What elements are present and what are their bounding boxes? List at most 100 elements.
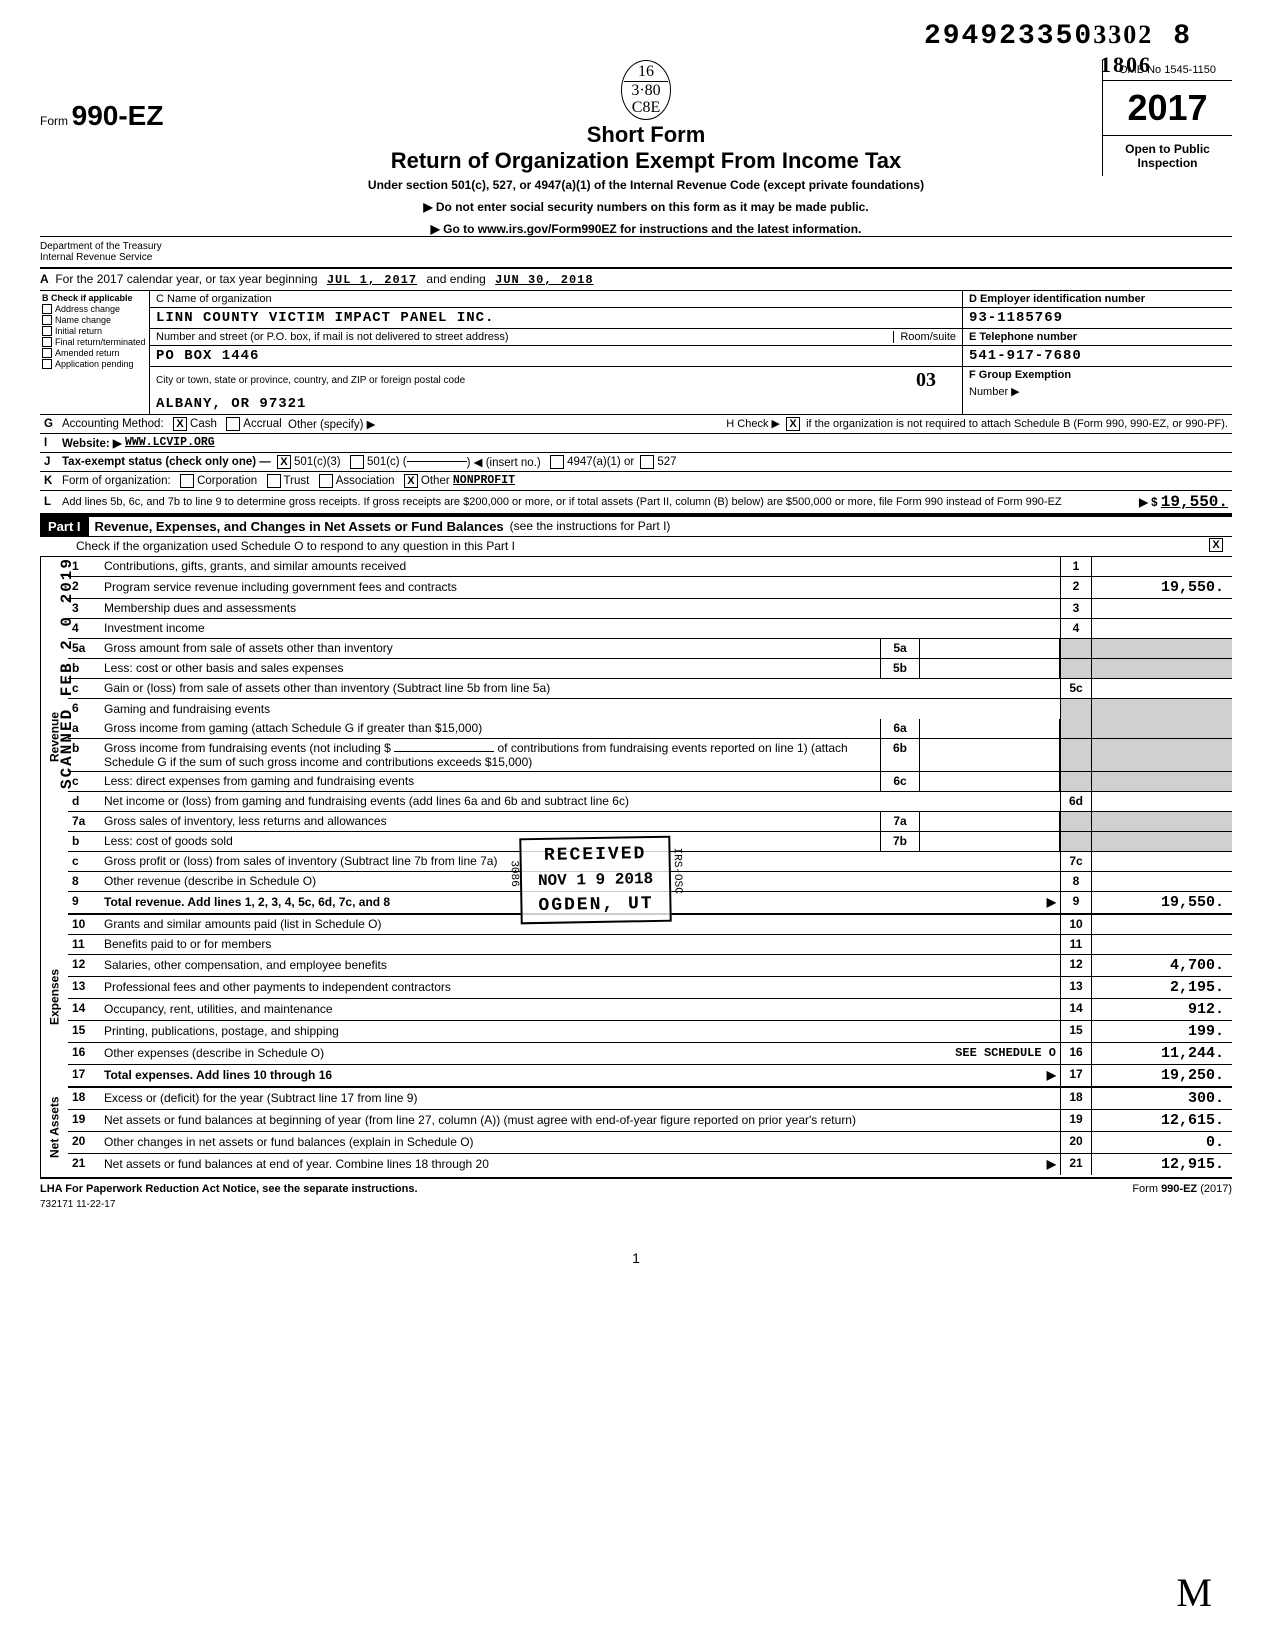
- rv7b-shade: [1092, 832, 1232, 851]
- d9: Total revenue. Add lines 1, 2, 3, 4, 5c,…: [104, 895, 390, 909]
- col-c: C Name of organization LINN COUNTY VICTI…: [150, 291, 962, 414]
- n6a: a: [68, 719, 100, 738]
- d3: Membership dues and assessments: [100, 599, 1060, 618]
- f-label: F Group Exemption: [969, 369, 1071, 381]
- part1-check-text: Check if the organization used Schedule …: [72, 537, 1200, 556]
- org-addr: PO BOX 1446: [156, 348, 259, 364]
- footer: LHA For Paperwork Reduction Act Notice, …: [40, 1183, 1232, 1195]
- mn6a: 6a: [880, 719, 920, 738]
- chk-501c3[interactable]: X: [277, 455, 291, 469]
- d12: Salaries, other compensation, and employ…: [100, 955, 1060, 976]
- hand-mid: 3·80: [624, 81, 668, 100]
- footer-code: 732171 11-22-17: [40, 1199, 1232, 1210]
- rv5b-shade: [1092, 659, 1232, 678]
- mn7a: 7a: [880, 812, 920, 831]
- v8: [1092, 872, 1232, 891]
- g-label: Accounting Method:: [62, 418, 164, 430]
- n21: 21: [68, 1154, 100, 1175]
- v18: 300.: [1092, 1088, 1232, 1109]
- d15: Printing, publications, postage, and shi…: [100, 1021, 1060, 1042]
- g-cash: Cash: [190, 418, 217, 430]
- v5c: [1092, 679, 1232, 698]
- chk-h[interactable]: X: [786, 417, 800, 431]
- mn5b: 5b: [880, 659, 920, 678]
- n6c: c: [68, 772, 100, 791]
- chk-name[interactable]: [42, 315, 52, 325]
- rn1: 1: [1060, 557, 1092, 576]
- form-label-box: Form 990-EZ: [40, 60, 190, 132]
- rn15: 15: [1060, 1021, 1092, 1042]
- chk-trust[interactable]: [267, 474, 281, 488]
- section-b: B Check if applicable Address change Nam…: [40, 291, 1232, 415]
- top-code-hand: 3302: [1093, 20, 1153, 49]
- mv7b: [920, 832, 1060, 851]
- l-val: 19,550.: [1161, 493, 1228, 511]
- chk-amended[interactable]: [42, 348, 52, 358]
- v20: 0.: [1092, 1132, 1232, 1153]
- k-other-val: NONPROFIT: [453, 474, 515, 487]
- org-city: ALBANY, OR 97321: [156, 396, 306, 412]
- stamp-location: OGDEN, UT: [538, 894, 654, 916]
- rv6a-shade: [1092, 719, 1232, 738]
- d5a: Gross amount from sale of assets other t…: [100, 639, 880, 658]
- d16: Other expenses (describe in Schedule O): [104, 1046, 324, 1060]
- chk-initial[interactable]: [42, 326, 52, 336]
- n5c: c: [68, 679, 100, 698]
- d1: Contributions, gifts, grants, and simila…: [100, 557, 1060, 576]
- e-label: E Telephone number: [969, 331, 1077, 343]
- c-label: C Name of organization: [156, 293, 272, 305]
- chk-assoc[interactable]: [319, 474, 333, 488]
- row-k: KForm of organization: Corporation Trust…: [40, 472, 1232, 491]
- n1: 1: [68, 557, 100, 576]
- chk-final[interactable]: [42, 337, 52, 347]
- chk-part1[interactable]: X: [1209, 538, 1223, 552]
- mv5b: [920, 659, 1060, 678]
- chk-address[interactable]: [42, 304, 52, 314]
- rn8: 8: [1060, 872, 1092, 891]
- chk-accrual[interactable]: [226, 417, 240, 431]
- n6d: d: [68, 792, 100, 811]
- lbl-final: Final return/terminated: [55, 337, 146, 347]
- d14: Occupancy, rent, utilities, and maintena…: [100, 999, 1060, 1020]
- phone: 541-917-7680: [963, 346, 1232, 367]
- period-end: JUN 30, 2018: [495, 273, 593, 287]
- n5a: 5a: [68, 639, 100, 658]
- side-netassets: Net Assets: [40, 1077, 68, 1177]
- chk-527[interactable]: [640, 455, 654, 469]
- rn3: 3: [1060, 599, 1092, 618]
- chk-4947[interactable]: [550, 455, 564, 469]
- d6b1: Gross income from fundraising events (no…: [104, 741, 391, 755]
- part1-label: Part I: [40, 517, 89, 536]
- top-code: 294923350: [924, 21, 1093, 52]
- d7b: Less: cost of goods sold: [100, 832, 880, 851]
- stamp-received: RECEIVED: [537, 844, 653, 866]
- addr-label: Number and street (or P.O. box, if mail …: [156, 331, 893, 343]
- n4: 4: [68, 619, 100, 638]
- chk-501c[interactable]: [350, 455, 364, 469]
- n11: 11: [68, 935, 100, 954]
- chk-corp[interactable]: [180, 474, 194, 488]
- k-trust: Trust: [284, 475, 310, 487]
- col-d: D Employer identification number 93-1185…: [962, 291, 1232, 414]
- h-text2: if the organization is not required to a…: [806, 418, 1228, 430]
- rn9: 9: [1060, 892, 1092, 913]
- website: WWW.LCVIP.ORG: [125, 436, 215, 449]
- footer-lha: LHA For Paperwork Reduction Act Notice, …: [40, 1183, 418, 1195]
- n9: 9: [68, 892, 100, 913]
- j-label: Tax-exempt status (check only one) —: [62, 456, 271, 468]
- chk-pending[interactable]: [42, 359, 52, 369]
- extra16: SEE SCHEDULE O: [955, 1046, 1056, 1060]
- v12: 4,700.: [1092, 955, 1232, 976]
- rv5a-shade: [1092, 639, 1232, 658]
- col-b: B Check if applicable Address change Nam…: [40, 291, 150, 414]
- chk-other[interactable]: X: [404, 474, 418, 488]
- rn6c-shade: [1060, 772, 1092, 791]
- rn6a-shade: [1060, 719, 1092, 738]
- rn6d: 6d: [1060, 792, 1092, 811]
- rn7c: 7c: [1060, 852, 1092, 871]
- v6d: [1092, 792, 1232, 811]
- chk-cash[interactable]: X: [173, 417, 187, 431]
- n6: 6: [68, 699, 100, 719]
- v13: 2,195.: [1092, 977, 1232, 998]
- j-opt1: 501(c)(3): [294, 456, 341, 468]
